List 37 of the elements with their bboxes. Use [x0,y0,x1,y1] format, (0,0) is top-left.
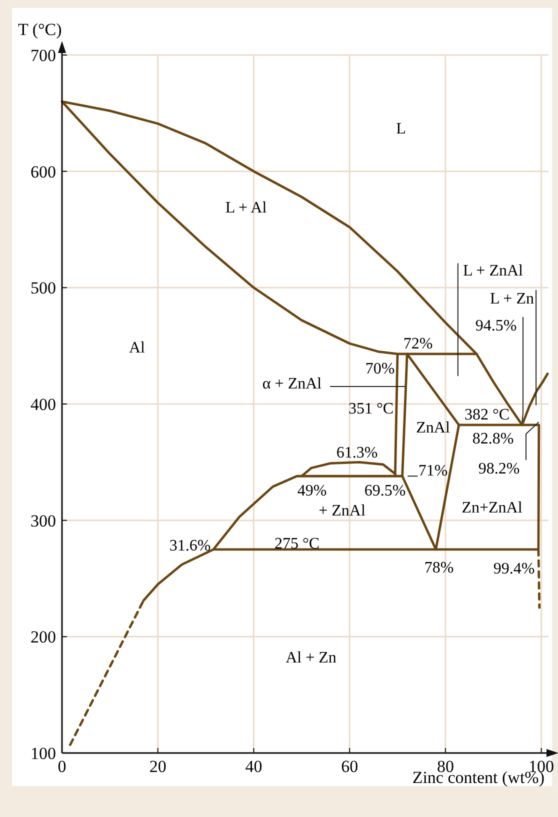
annotation: 275 °C [274,536,320,552]
annotation: 382 °C [464,406,510,424]
y-tick-label: 400 [30,395,56,414]
x-tick-label: 0 [58,757,66,776]
annotation: 82.8% [472,430,514,448]
y-axis-title: T (°C) [18,20,62,39]
annotation: 69.5% [364,482,406,500]
annotation: 99.4% [493,560,535,578]
annotation: α + ZnAl [262,376,322,392]
y-tick-label: 500 [30,278,56,298]
annotation: L + Al [225,200,268,216]
annotation: L + ZnAl [463,262,524,280]
y-tick-label: 200 [30,628,56,647]
annotation: 72% [403,336,433,352]
annotation: 94.5% [475,318,517,334]
annotation: 61.3% [336,444,378,462]
annotation: 49% [297,482,327,500]
y-tick-label: 700 [30,46,56,65]
annotation: + ZnAl [318,502,366,520]
annotation: 71% [418,462,448,480]
x-tick-label: 20 [149,757,166,776]
x-tick-label: 40 [245,757,262,776]
x-tick-label: 60 [341,757,358,776]
annotation: Zn+ZnAl [462,500,523,516]
y-tick-label: 600 [30,162,56,182]
y-tick-label: 300 [30,511,56,530]
annotation: Al + Zn [286,650,336,666]
annotation: ZnAl [416,420,450,436]
annotation: 70% [365,360,395,378]
annotation: 31.6% [169,538,211,554]
annotation: L + Zn [490,290,534,308]
y-tick-label: 100 [30,744,56,763]
annotation: 78% [424,560,454,576]
annotation: 98.2% [478,460,520,478]
annotation: Al [129,340,146,356]
annotation: L [396,120,406,138]
annotation: 351 °C [348,400,394,418]
